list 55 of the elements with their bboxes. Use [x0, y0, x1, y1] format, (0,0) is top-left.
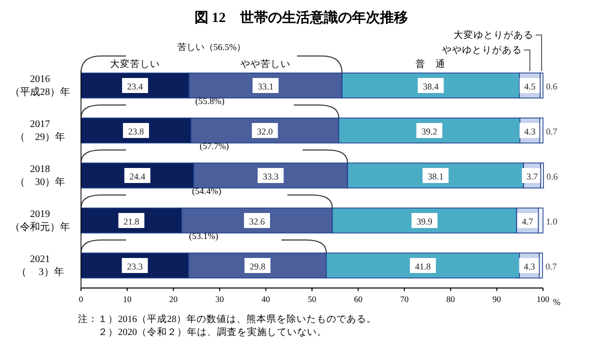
annotation: (53.1%) [189, 231, 218, 241]
data-label: 23.4 [127, 82, 144, 92]
text: 苦しい（56.5%） [177, 42, 246, 52]
data-label: 3.7 [526, 172, 538, 182]
text: 大変ゆとりがある [454, 29, 534, 41]
data-label: 0.6 [546, 82, 558, 92]
x-tick-label: 50 [308, 294, 316, 304]
data-label: 4.5 [524, 82, 536, 92]
series-label: 大変苦しい [110, 58, 160, 70]
x-axis-title: % [553, 297, 561, 307]
data-label: 21.8 [123, 216, 140, 226]
x-tick-label: 100 [536, 294, 550, 304]
x-tick-label: 10 [122, 294, 132, 304]
data-label: 39.2 [421, 126, 438, 136]
y-tick-label: 2019 （令和元）年 [10, 209, 70, 233]
x-tick-label: 70 [400, 294, 409, 304]
series-label: 普 通 [416, 58, 446, 70]
annotation: (55.8%) [195, 96, 225, 106]
data-label: 4.3 [524, 262, 536, 272]
x-tick-label: 0 [78, 294, 84, 304]
data-label: 0.7 [546, 126, 558, 136]
data-label: 4.7 [522, 216, 534, 226]
y-tick-label: 2018 （ 30）年 [15, 164, 65, 188]
series-label: ややゆとりがある [442, 45, 522, 56]
x-tick-label: 40 [262, 294, 270, 304]
data-label: 4.3 [524, 126, 536, 136]
data-label: 41.8 [415, 262, 432, 272]
x-tick-label: 20 [169, 294, 178, 304]
y-tick-label: 2021 （ 3）年 [16, 254, 64, 278]
text: 注：１）2016（平成28）年の数値は、熊本県を除いたものである。 [78, 313, 376, 325]
annotation: (57.7%) [200, 141, 229, 151]
series-label: やや苦しい [240, 58, 291, 70]
y-tick-label: 2017 （ 29）年 [15, 119, 65, 143]
x-tick-label: 90 [492, 294, 502, 304]
data-label: 38.4 [422, 82, 440, 92]
x-tick-label: 60 [354, 294, 362, 304]
x-tick-label: 30 [215, 294, 224, 304]
data-label: 29.8 [250, 262, 266, 272]
data-label: 39.9 [416, 216, 433, 226]
data-label: 0.7 [546, 262, 558, 272]
data-label: 0.6 [546, 172, 558, 182]
data-label: 32.6 [249, 216, 266, 226]
data-label: 1.0 [546, 216, 558, 226]
data-label: 33.3 [262, 172, 280, 182]
y-tick-label: 2016 （平成28）年 [10, 74, 70, 98]
annotation: (54.4%) [192, 186, 222, 196]
chart-title: 図 12 世帯の生活意識の年次推移 [194, 9, 408, 26]
data-label: 23.3 [126, 262, 144, 272]
data-label: 23.8 [128, 126, 144, 136]
x-tick-label: 80 [446, 294, 455, 304]
data-label: 32.0 [257, 126, 274, 136]
data-label: 24.4 [129, 172, 146, 182]
data-label: 33.1 [258, 82, 274, 92]
text: ２）2020（令和２）年は、調査を実施していない。 [78, 326, 327, 338]
data-label: 38.1 [428, 172, 444, 182]
